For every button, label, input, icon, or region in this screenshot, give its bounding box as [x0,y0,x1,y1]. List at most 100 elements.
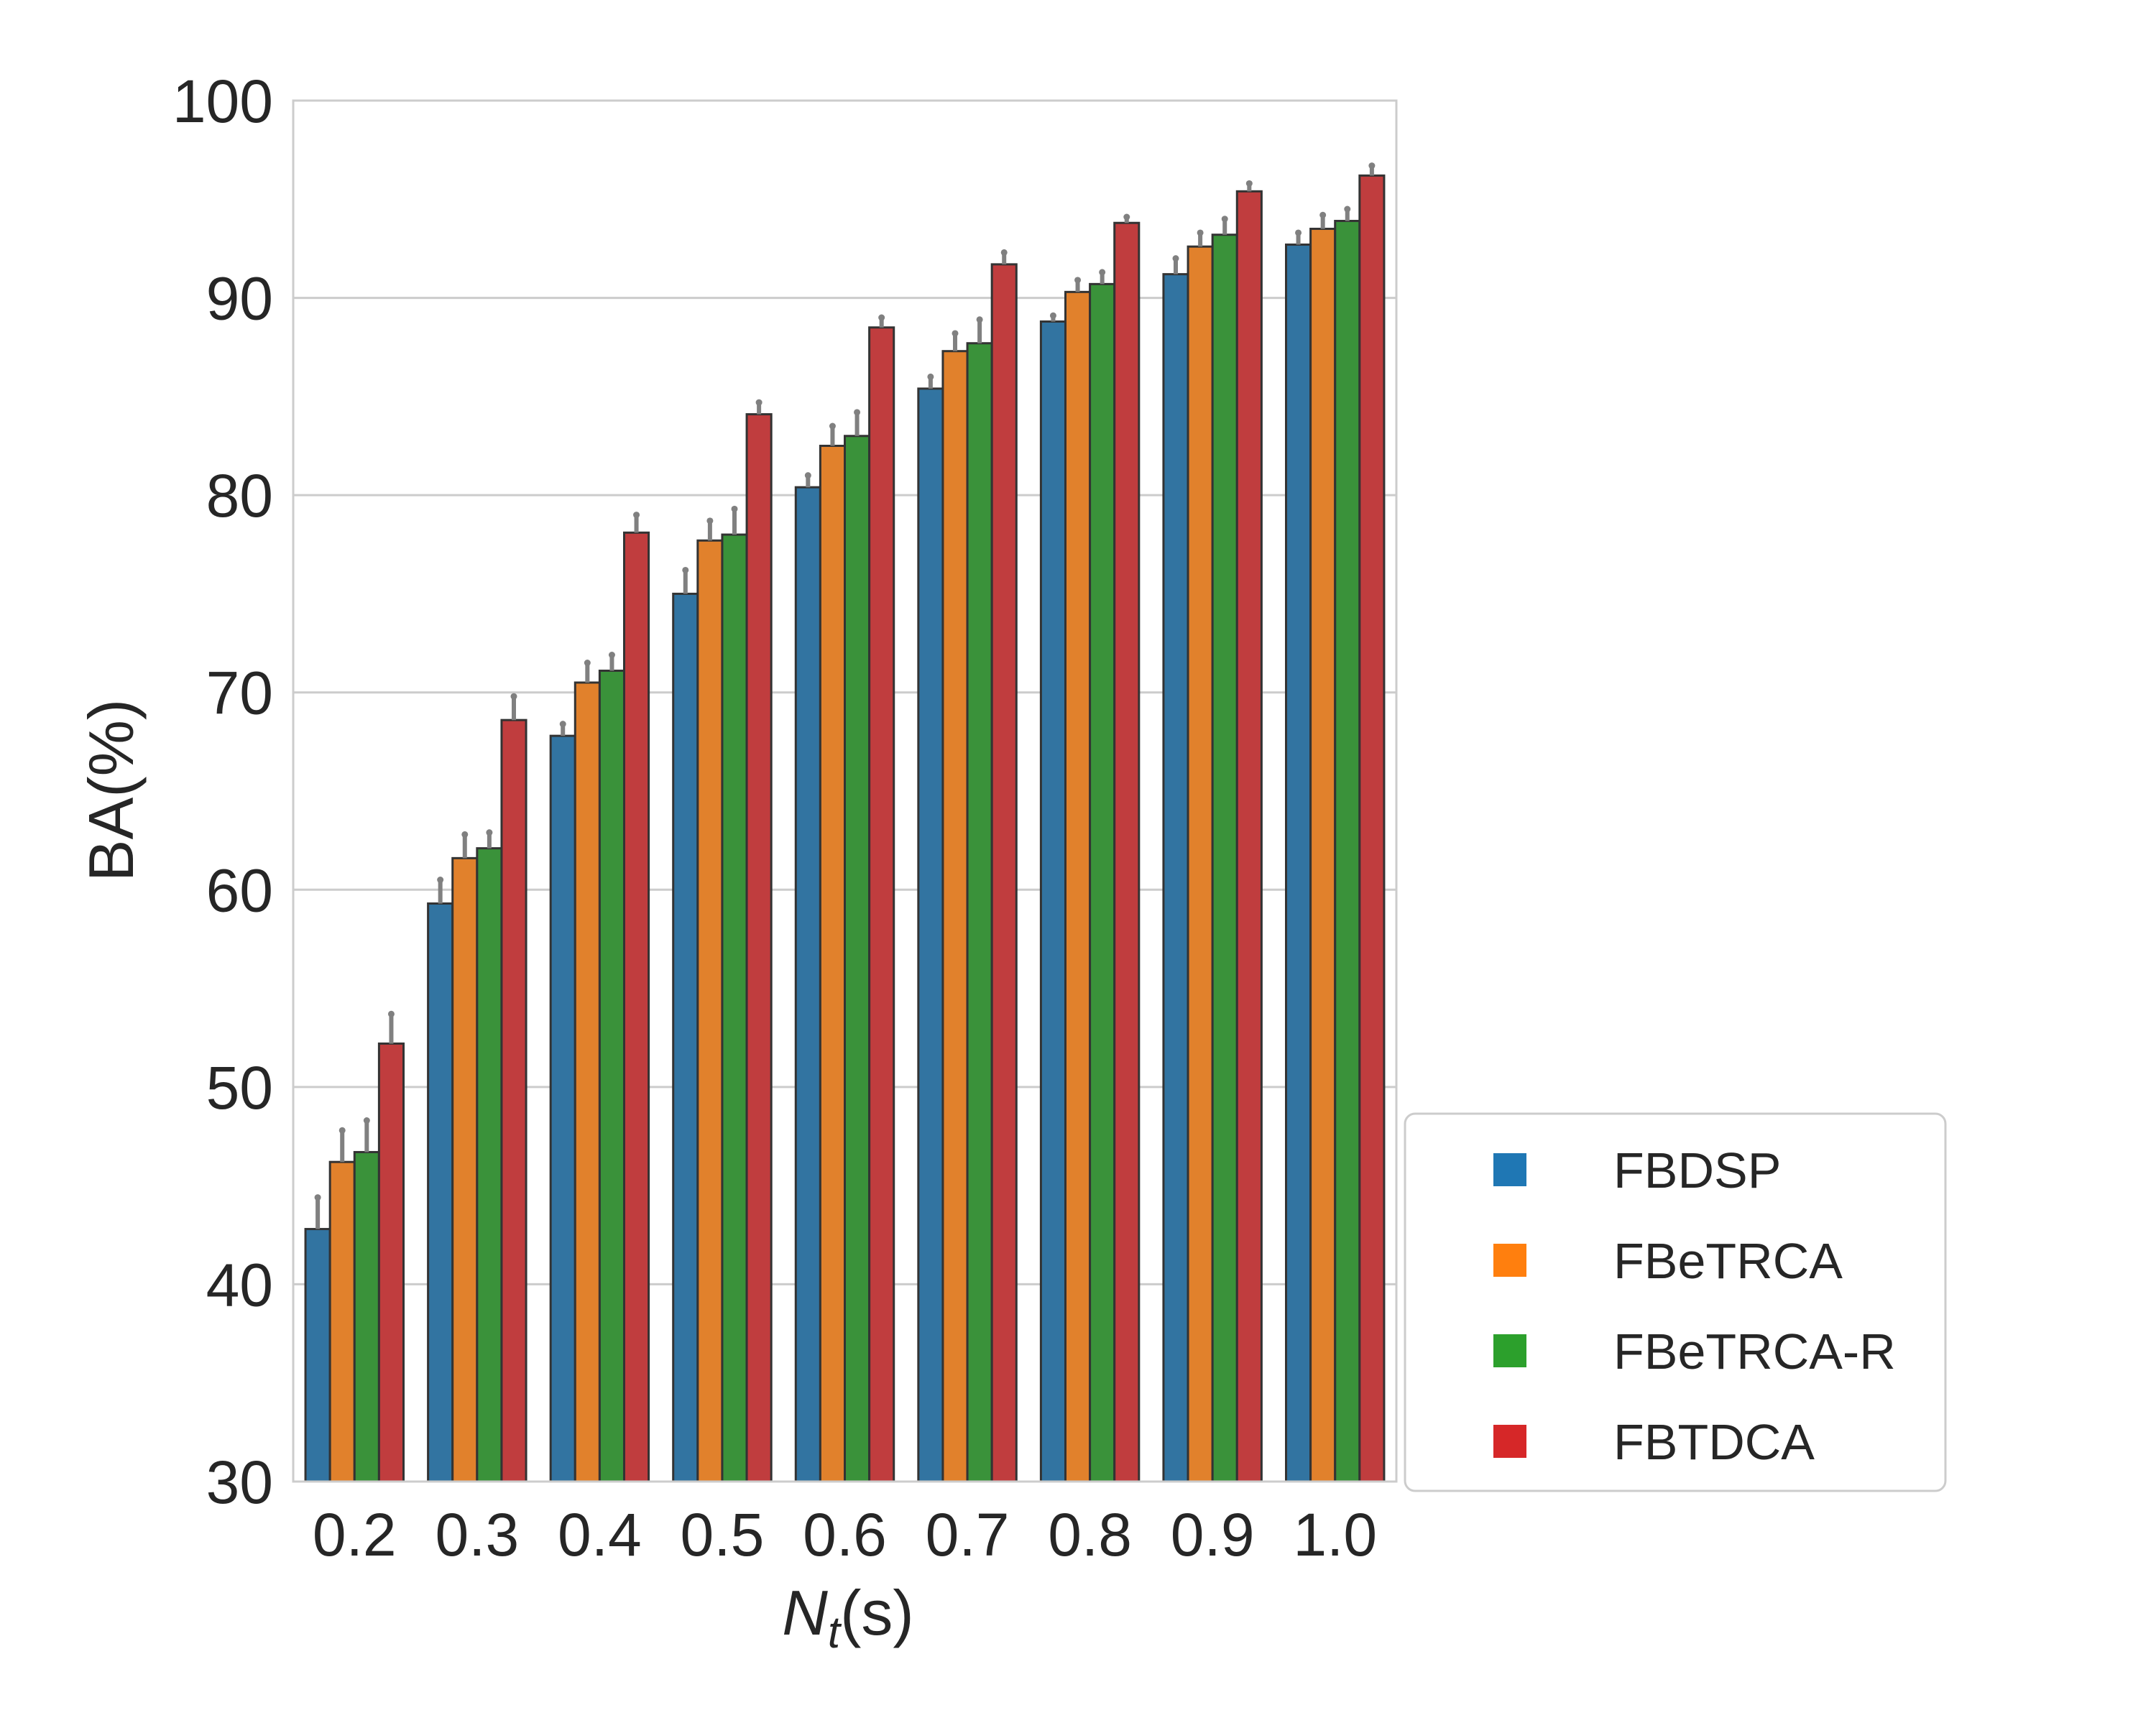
legend-frame [1404,1112,1947,1492]
error-bar-cap [755,399,763,406]
legend-label: FBeTRCA [1613,1233,1843,1289]
x-axis-label-subscript: t [828,1608,842,1658]
bar [1211,234,1238,1483]
bar [868,326,895,1483]
error-bar-cap [927,373,934,380]
error-bar-cap [584,660,591,667]
bar [917,387,944,1483]
error-bar-cap [952,330,959,337]
error-bar-cap [1000,249,1008,256]
bar [696,539,724,1483]
error-bar-cap [1099,269,1106,276]
legend-swatch [1493,1244,1526,1277]
error-bar-cap [878,314,885,321]
error-bar-cap [559,721,566,728]
x-tick-label: 0.3 [435,1501,519,1568]
error-bar-cap [363,1117,370,1124]
legend-swatch [1493,1153,1526,1186]
legend-items: FBDSP FBeTRCA FBeTRCA-R FBTDCA [1493,1142,1896,1470]
bar [451,856,479,1483]
plot-frame [292,99,1398,1483]
error-bar-cap [1245,180,1253,187]
bar [549,734,576,1483]
bar [1113,221,1141,1483]
error-bar-cap [1049,312,1056,319]
error-bar-cap [1123,213,1130,221]
x-axis-label: Nt(s) [782,1577,913,1658]
x-tick-labels: 0.2 0.3 0.4 0.5 0.6 0.7 0.8 0.9 1.0 [313,1501,1377,1568]
bar [377,1042,405,1483]
legend-swatch [1493,1425,1526,1458]
x-tick-label: 0.4 [558,1501,642,1568]
x-tick-label: 0.5 [681,1501,765,1568]
legend-swatch [1493,1334,1526,1367]
error-bars [314,162,1376,1229]
y-tick-label: 100 [172,68,273,135]
bar [1064,290,1092,1483]
y-tick-label: 50 [206,1054,273,1122]
x-tick-label: 0.6 [803,1501,887,1568]
error-bar-cap [804,472,811,479]
bar [1358,174,1386,1483]
x-tick-label: 0.2 [313,1501,397,1568]
bar [304,1228,331,1483]
y-tick-label: 30 [206,1449,273,1516]
error-bar-cap [387,1010,395,1017]
bar [966,342,993,1483]
bar [1309,227,1337,1483]
error-bar-cap [608,652,615,659]
bar [794,486,821,1483]
error-bar-cap [1172,255,1179,262]
x-axis-label-unit: (s) [840,1577,914,1648]
legend-label: FBTDCA [1613,1414,1815,1470]
bar [672,592,699,1483]
error-bar-cap [314,1194,321,1201]
x-tick-label: 0.8 [1048,1501,1132,1568]
error-bar-cap [1368,162,1376,170]
bar [1187,245,1214,1483]
x-axis-label-main: N [782,1577,828,1648]
x-tick-label: 0.9 [1171,1501,1255,1568]
x-tick-label: 0.7 [926,1501,1010,1568]
bar [1235,190,1263,1483]
error-bar-cap [1344,205,1351,213]
error-bar-cap [1319,211,1327,218]
bar [1039,320,1067,1483]
error-bar-cap [510,693,517,700]
legend-label: FBDSP [1613,1142,1781,1198]
y-tick-label: 70 [206,660,273,727]
bar [598,670,626,1483]
bar [721,533,748,1483]
bar [745,413,773,1483]
bar [1162,273,1189,1483]
error-bar-cap [461,831,469,838]
legend-label: FBeTRCA-R [1613,1323,1896,1380]
y-tick-label: 90 [206,265,273,333]
y-tick-label: 40 [206,1251,273,1318]
error-bar-cap [486,829,493,836]
error-bar-cap [1295,229,1302,236]
bar [1089,282,1116,1483]
y-tick-label: 60 [206,856,273,924]
error-bar-cap [829,422,836,430]
bar [353,1150,380,1483]
error-bar-cap [682,566,689,573]
bar [427,902,454,1483]
bar [328,1160,356,1483]
error-bar-cap [1197,229,1204,236]
y-tick-labels: 30 40 50 60 70 80 90 100 [172,68,273,1516]
error-bar-cap [338,1127,346,1134]
bar [476,847,503,1483]
bar [819,445,847,1483]
y-tick-label: 80 [206,462,273,530]
bar [500,719,528,1483]
error-bar-cap [976,316,983,323]
legend: FBDSP FBeTRCA FBeTRCA-R FBTDCA [1404,1112,1947,1492]
bar [623,531,650,1483]
bar [1334,219,1361,1483]
x-tick-label: 1.0 [1293,1501,1377,1568]
bar [573,681,601,1483]
error-bar-cap [437,877,444,884]
